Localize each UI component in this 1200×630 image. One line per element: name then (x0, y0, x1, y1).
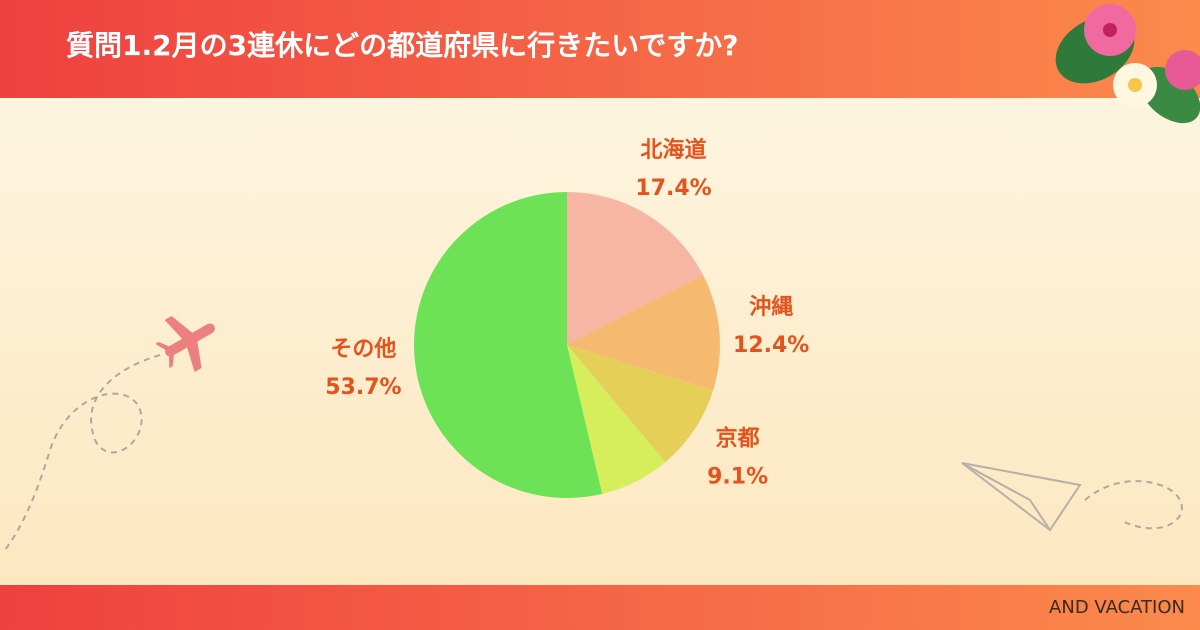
pie-slice (413, 192, 603, 499)
airplane (155, 316, 215, 372)
pie-slice (567, 345, 714, 463)
slice-label: 沖縄 (749, 295, 793, 320)
brand: AND VACATION (1049, 597, 1185, 618)
value-label: 53.7% (325, 375, 401, 400)
slice-label: 北海道 (641, 137, 707, 163)
chart-title: 質問1.2月の3連休にどの都道府県に行きたいですか? (66, 29, 739, 62)
pie-slice (567, 274, 721, 391)
slice-label: その他 (330, 337, 396, 362)
header-bar (0, 0, 1200, 98)
value-label: 17.4% (635, 176, 711, 201)
paper-plane (961, 462, 1082, 532)
flight-path (4, 354, 161, 551)
pie-slice (567, 192, 703, 345)
slice-label: 京都 (716, 426, 760, 452)
pie-slice (567, 345, 666, 494)
flowers (1055, 4, 1200, 124)
plane-path (1084, 480, 1183, 530)
footer-bar (0, 585, 1200, 630)
value-label: 12.4% (733, 333, 809, 358)
value-label: 9.1% (707, 465, 768, 490)
